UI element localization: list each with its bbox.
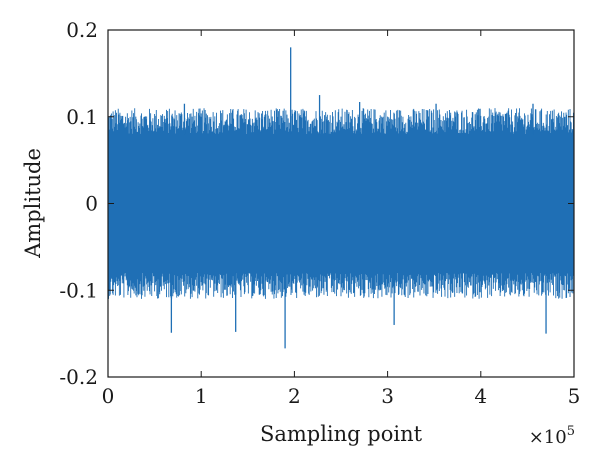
x-tick-label: 1: [195, 384, 208, 408]
y-tick-label: 0: [85, 192, 98, 216]
x-axis-exponent-label: ×105: [529, 424, 575, 448]
y-tick-label: 0.2: [66, 18, 98, 42]
y-axis-label: Amplitude: [21, 148, 45, 259]
y-tick-label: 0.1: [66, 105, 98, 129]
y-tick-label: -0.1: [59, 278, 98, 302]
x-tick-label: 4: [474, 384, 487, 408]
signal-series: [107, 47, 575, 349]
signal-envelope: [107, 108, 575, 299]
y-tick-label: -0.2: [59, 365, 98, 389]
x-axis-label: Sampling point: [260, 422, 423, 446]
x-tick-label: 3: [381, 384, 394, 408]
axis-ticks: 0 1 2 3 4 5 -0.2 -0.1 0 0.1 0.2: [59, 18, 580, 408]
x-tick-label: 2: [288, 384, 301, 408]
x-tick-label: 0: [102, 384, 115, 408]
x-tick-label: 5: [568, 384, 581, 408]
